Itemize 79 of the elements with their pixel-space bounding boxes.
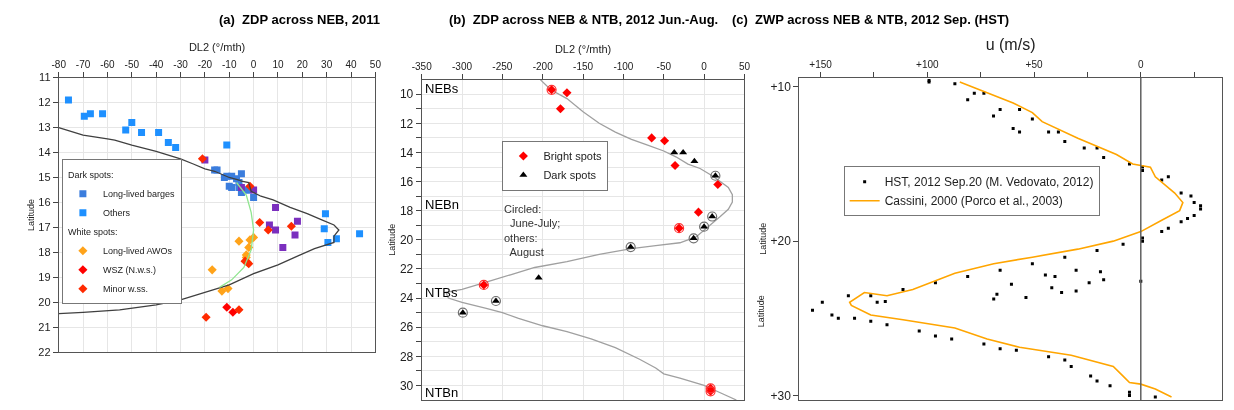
x-axis-title: DL2 (°/mth) — [554, 43, 612, 56]
legend-label: Long-lived barges — [102, 189, 175, 200]
y-tick-label: +20 — [770, 234, 792, 249]
y-tick-label: 18 — [38, 246, 51, 259]
x-tick-label: -60 — [100, 58, 116, 70]
chart-title: (b) ZDP across NEB & NTB, 2012 Jun.-Aug. — [449, 12, 719, 27]
y-tick-label: 14 — [38, 146, 51, 159]
y-tick-label: 20 — [399, 233, 414, 248]
x-tick-label: -10 — [222, 58, 237, 70]
legend-label: Long-lived AWOs — [102, 246, 173, 257]
y-tick-label: 16 — [38, 196, 51, 209]
x-tick-label: -300 — [452, 60, 473, 72]
x-tick-label: -200 — [532, 60, 554, 72]
y-tick-label: 16 — [399, 174, 414, 189]
annotation: NEBn — [425, 197, 459, 212]
x-tick-label: -350 — [411, 60, 433, 72]
y-tick-label: 20 — [38, 296, 51, 309]
x-tick-label: -30 — [173, 58, 189, 70]
x-tick-label: +150 — [809, 58, 833, 70]
y-tick-label: 19 — [38, 271, 51, 284]
y-tick-label: 18 — [399, 203, 414, 218]
x-tick-label: -250 — [492, 60, 513, 72]
y-tick-label: 12 — [399, 116, 414, 131]
annotation: NTBn — [425, 385, 459, 400]
x-axis-title: u (m/s) — [985, 35, 1036, 53]
annotation: White spots: — [67, 227, 118, 238]
x-tick-label: 0 — [250, 58, 257, 70]
x-tick-label: -100 — [613, 60, 634, 72]
legend-label: Others — [102, 208, 131, 219]
x-tick-label: 30 — [321, 58, 333, 70]
legend-label: Minor w.ss. — [102, 284, 148, 295]
y-tick-label: 14 — [399, 145, 414, 160]
y-tick-label: 24 — [399, 291, 414, 306]
legend-label: Dark spots — [543, 169, 597, 182]
y-tick-label: +30 — [770, 388, 792, 403]
x-tick-label: -40 — [148, 58, 164, 70]
x-axis-title: DL2 (°/mth) — [188, 41, 246, 54]
y-tick-label: 15 — [38, 171, 51, 184]
y-tick-label: 22 — [38, 346, 51, 359]
chart-title: (a) ZDP across NEB, 2011 — [219, 12, 380, 27]
x-tick-label: 0 — [1138, 58, 1145, 70]
y-axis-title: Latitude — [387, 223, 398, 256]
text: Latitude — [756, 295, 767, 328]
x-tick-label: -80 — [51, 58, 67, 70]
y-axis-title: Latitude — [757, 222, 768, 255]
x-tick-label: -150 — [573, 60, 594, 72]
x-tick-label: 40 — [345, 58, 358, 70]
x-tick-label: 50 — [738, 60, 751, 72]
x-tick-label: -50 — [124, 58, 140, 70]
y-tick-label: 28 — [399, 349, 414, 364]
legend-label: WSZ (N.w.s.) — [102, 265, 156, 276]
x-tick-label: 50 — [369, 58, 382, 70]
x-tick-label: -70 — [75, 58, 91, 70]
x-tick-label: -50 — [656, 60, 672, 72]
x-tick-label: +50 — [1025, 58, 1043, 70]
y-tick-label: 17 — [38, 221, 51, 234]
annotation: NTBs — [425, 285, 458, 300]
x-tick-label: 10 — [272, 58, 284, 70]
y-tick-label: 30 — [399, 378, 414, 393]
annotation: Dark spots: — [67, 170, 114, 181]
legend-label: Cassini, 2000 (Porco et al., 2003) — [884, 194, 1063, 209]
y-tick-label: 10 — [399, 87, 414, 102]
x-tick-label: 0 — [701, 60, 708, 72]
y-tick-label: 13 — [38, 121, 51, 134]
chart-title: (c) ZWP across NEB & NTB, 2012 Sep. (HST) — [732, 12, 1010, 27]
y-tick-label: 12 — [38, 96, 51, 109]
y-tick-label: 22 — [399, 262, 414, 277]
x-tick-label: -20 — [197, 58, 213, 70]
annotation: Circled: June-July; others: August — [504, 203, 561, 258]
x-tick-label: +100 — [916, 58, 940, 70]
y-tick-label: 11 — [39, 71, 51, 84]
legend-label: HST, 2012 Sep.20 (M. Vedovato, 2012) — [884, 175, 1094, 190]
y-tick-label: +10 — [770, 80, 792, 95]
y-tick-label: 26 — [399, 320, 414, 335]
y-tick-label: 21 — [38, 321, 51, 334]
legend-label: Bright spots — [543, 150, 602, 163]
annotation: NEBs — [425, 81, 459, 96]
y-axis-title: Latitude — [25, 198, 36, 231]
x-tick-label: 20 — [296, 58, 309, 70]
